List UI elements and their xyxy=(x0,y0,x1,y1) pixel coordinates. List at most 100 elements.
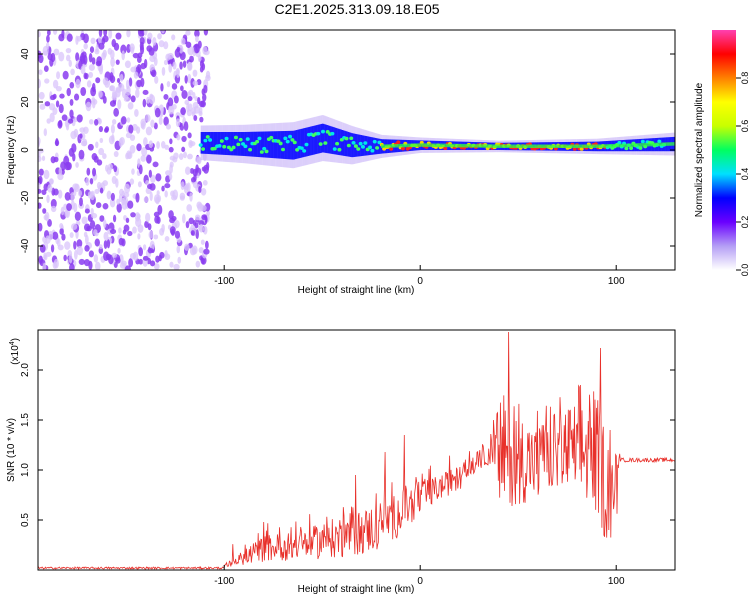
spectrogram-band-cell xyxy=(264,149,269,154)
spectrogram-noise-blob xyxy=(178,153,184,160)
spectrogram-noise-blob xyxy=(140,154,147,162)
spectrogram-noise-blob xyxy=(151,69,157,78)
spectrogram-band-core xyxy=(277,131,279,159)
spectrogram-band-ridge xyxy=(553,144,556,148)
spectrogram-band-ridge xyxy=(642,143,645,147)
spectrogram-band-core xyxy=(312,126,314,155)
spectrogram-noise-blob xyxy=(136,143,142,152)
spectrogram-band-ridge xyxy=(628,143,631,147)
spectrogram-xtick-label: -100 xyxy=(214,276,234,287)
spectrogram-noise-blob xyxy=(64,161,71,171)
spectrogram-noise-blob xyxy=(115,32,122,40)
spectrogram-noise-blob xyxy=(116,77,121,84)
spectrogram-noise-blob xyxy=(123,192,130,198)
spectrogram-band-core xyxy=(358,134,360,157)
snr-y-multiplier-close: ) xyxy=(10,338,21,341)
spectrogram-noise-blob xyxy=(95,77,101,84)
spectrogram-noise-blob xyxy=(175,118,181,128)
spectrogram-band-cell xyxy=(245,137,250,141)
spectrogram-noise-blob xyxy=(94,238,100,247)
spectrogram-band-cell xyxy=(231,145,236,150)
spectrogram-band-ridge xyxy=(625,143,628,148)
spectrogram-noise-blob xyxy=(43,169,50,180)
spectrogram-band-core xyxy=(233,132,236,156)
spectrogram-noise-blob xyxy=(129,144,136,154)
spectrogram-noise-blob xyxy=(96,159,103,166)
spectrogram-band-cell xyxy=(283,136,288,141)
spectrogram-noise-blob xyxy=(183,121,189,132)
spectrogram-band-core xyxy=(306,127,308,157)
spectrogram-band-core xyxy=(378,138,380,154)
spectrogram-band-ridge xyxy=(409,143,411,148)
spectrogram-noise-blob xyxy=(200,239,205,245)
spectrogram-band-ridge xyxy=(587,144,590,148)
spectrogram-noise-blob xyxy=(58,51,65,62)
spectrogram-band-ridge xyxy=(600,144,603,148)
spectrogram-noise-blob xyxy=(149,191,153,202)
spectrogram-band-ridge xyxy=(440,143,443,148)
spectrogram-band-ridge xyxy=(465,143,468,148)
spectrogram-band-ridge xyxy=(650,142,653,147)
spectrogram-noise-blob xyxy=(182,213,186,224)
spectrogram-band-ridge xyxy=(413,143,416,147)
spectrogram-noise-blob xyxy=(168,63,173,73)
spectrogram-noise-blob xyxy=(39,103,46,110)
spectrogram-band-core xyxy=(338,128,340,156)
spectrogram-band-core xyxy=(263,131,265,158)
spectrogram-noise-blob xyxy=(192,168,198,177)
spectrogram-band-core xyxy=(322,123,325,153)
spectrogram-noise-blob xyxy=(83,231,88,238)
spectrogram-noise-blob xyxy=(75,35,79,45)
spectrogram-noise-blob xyxy=(98,244,103,250)
spectrogram-band-cell xyxy=(372,139,377,144)
spectrogram-band-ridge xyxy=(489,144,491,148)
spectrogram-noise-blob xyxy=(165,170,171,176)
spectrogram-noise-blob xyxy=(157,33,162,40)
spectrogram-noise-blob xyxy=(173,263,180,270)
spectrogram-ytick-label: 20 xyxy=(20,96,31,108)
spectrogram-band-ridge xyxy=(663,142,665,146)
spectrogram-noise-blob xyxy=(143,30,148,36)
spectrogram-panel: -100 0 100 -40 -20 0 20 40 Height of straight l… xyxy=(6,29,676,296)
spectrogram-noise-blob xyxy=(149,93,154,100)
spectrogram-noise-blob xyxy=(38,175,43,185)
spectrogram-band-core xyxy=(379,138,381,154)
spectrogram-noise-blob xyxy=(202,46,208,55)
spectrogram-noise-blob xyxy=(57,120,63,129)
snr-xtick-label: -100 xyxy=(214,576,234,587)
spectrogram-noise-blob xyxy=(67,118,74,124)
spectrogram-noise-blob xyxy=(135,192,140,203)
spectrogram-band-ridge xyxy=(564,144,567,148)
spectrogram-noise-blob xyxy=(73,249,78,260)
spectrogram-noise-blob xyxy=(39,244,46,253)
spectrogram-noise-blob xyxy=(93,229,98,236)
spectrogram-noise-blob xyxy=(50,94,56,101)
spectrogram-noise-blob xyxy=(115,59,120,65)
spectrogram-band-ridge xyxy=(498,144,501,148)
spectrogram-noise-blob xyxy=(183,151,188,159)
spectrogram-xlabel: Height of straight line (km) xyxy=(298,285,415,296)
spectrogram-noise-blob xyxy=(115,178,119,188)
spectrogram-noise-blob xyxy=(50,198,57,209)
spectrogram-noise-blob xyxy=(125,217,130,224)
spectrogram-band-ridge xyxy=(537,144,540,148)
spectrogram-xtick-label: 0 xyxy=(417,276,423,287)
spectrogram-noise-blob xyxy=(55,138,59,147)
spectrogram-band-ridge xyxy=(431,143,433,147)
spectrogram-noise-blob xyxy=(176,134,181,141)
spectrogram-band-ridge xyxy=(616,143,618,148)
spectrogram-noise-blob xyxy=(185,30,191,36)
spectrogram-band-core xyxy=(255,131,258,157)
spectrogram-band-ridge xyxy=(577,144,579,148)
spectrogram-band-ridge xyxy=(671,142,673,146)
spectrogram-band-cell xyxy=(208,138,213,142)
spectrogram-band-cell xyxy=(363,141,368,145)
spectrogram-band-cell xyxy=(349,136,354,141)
spectrogram-band-cell xyxy=(368,145,373,150)
spectrogram-noise-blob xyxy=(88,260,93,270)
spectrogram-band-ridge xyxy=(627,143,629,148)
spectrogram-noise-blob xyxy=(179,192,186,200)
spectrogram-band-core xyxy=(293,130,295,160)
spectrogram-band-ridge xyxy=(547,144,549,148)
spectrogram-band-core xyxy=(344,130,346,156)
